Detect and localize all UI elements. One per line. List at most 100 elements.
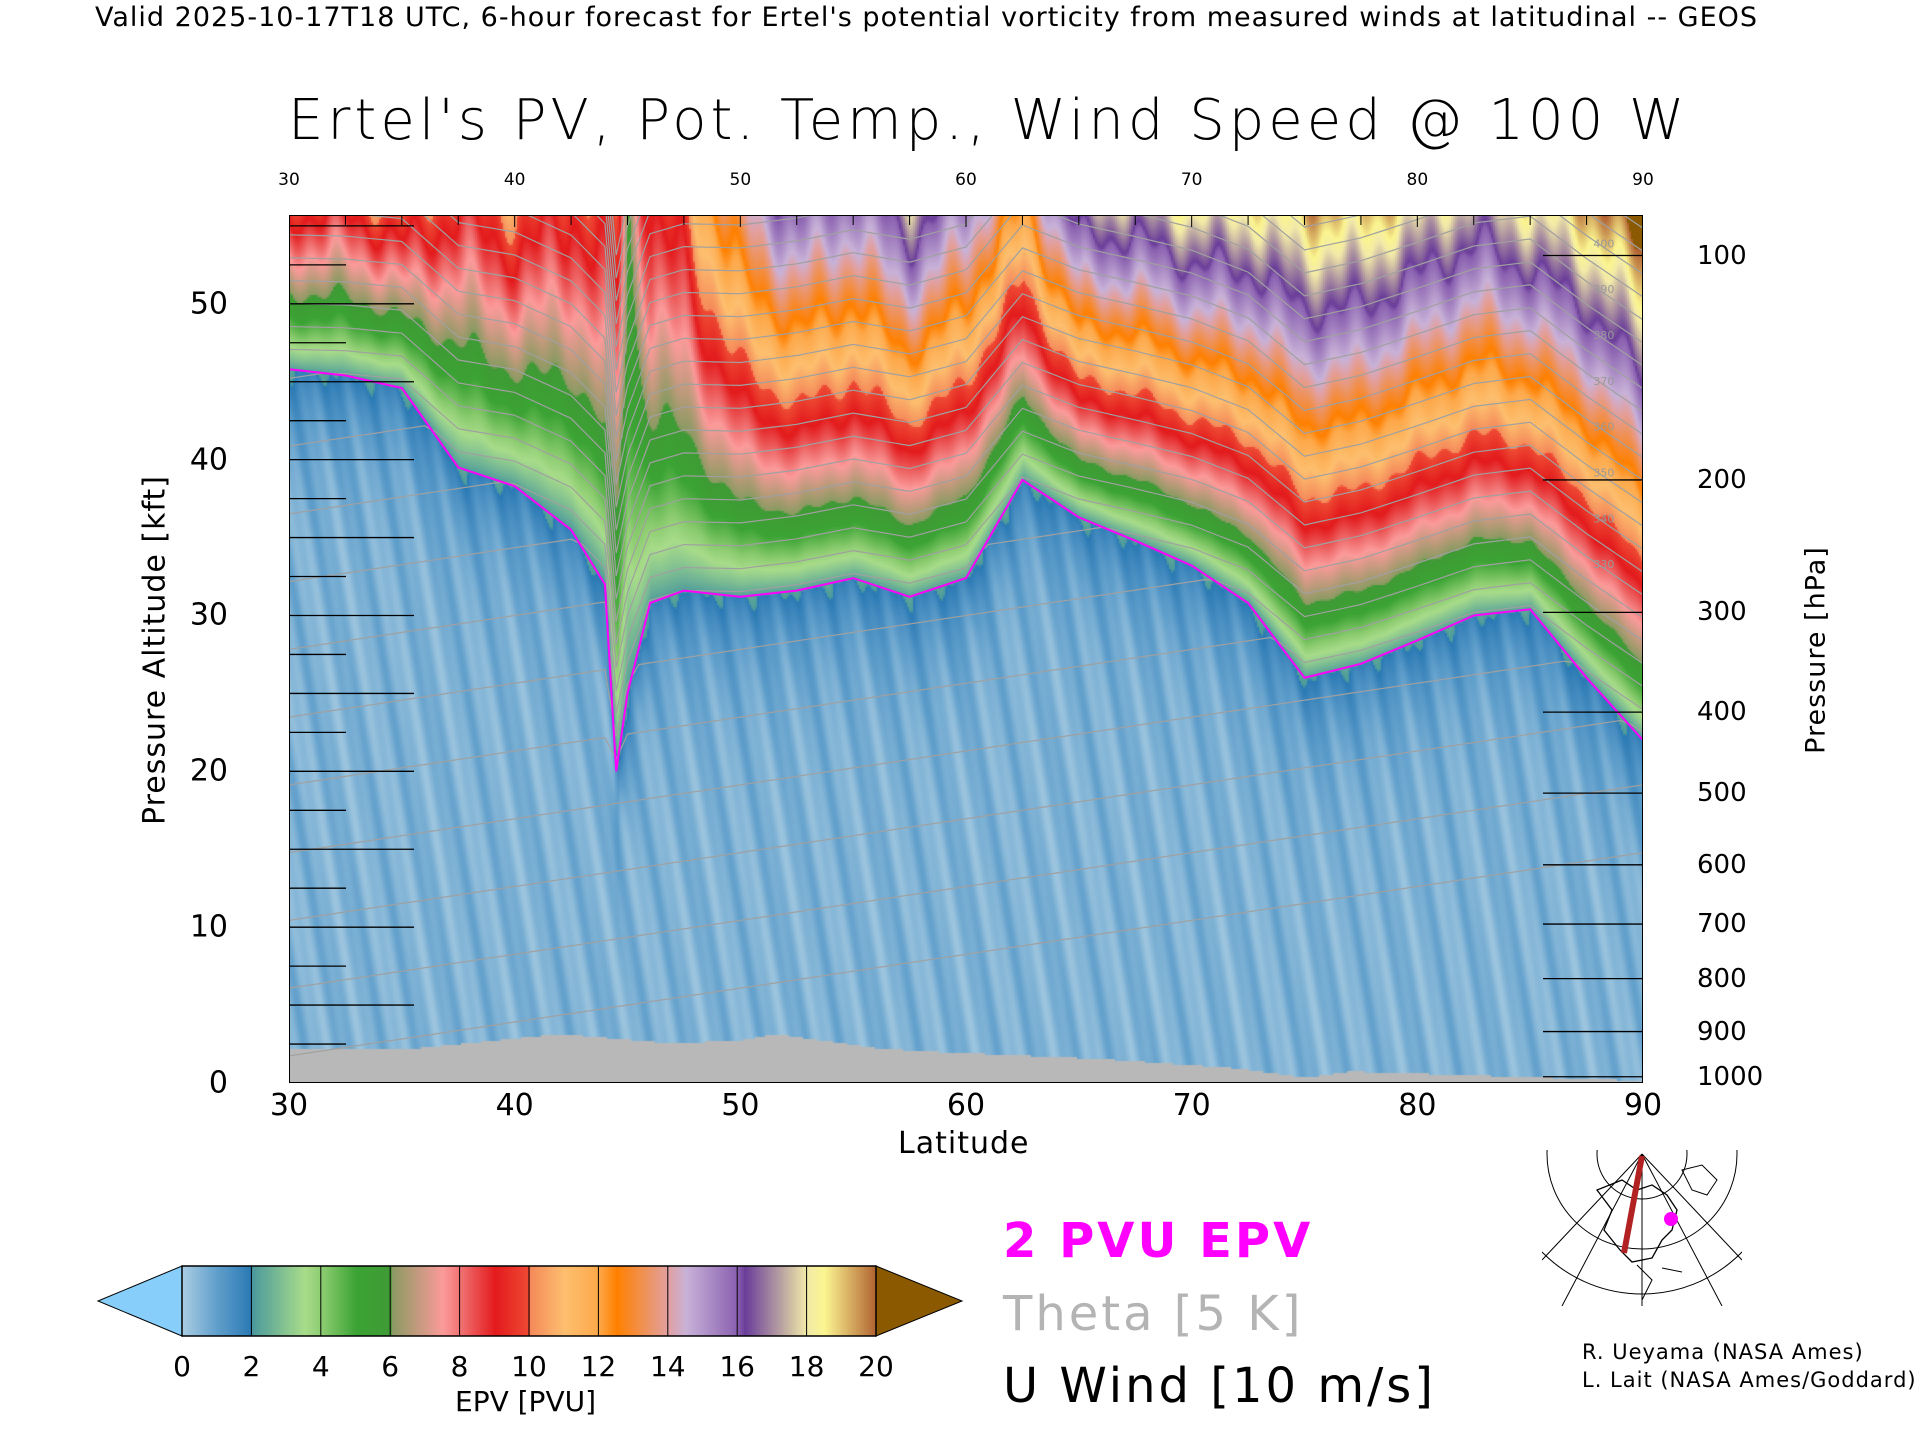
colorbar-swatch — [408, 1266, 411, 1336]
colorbar-swatch — [300, 1266, 303, 1336]
theta-contour — [289, 660, 1643, 854]
colorbar-swatch — [642, 1266, 645, 1336]
top-tick-label: 40 — [503, 170, 526, 190]
colorbar-swatch — [670, 1266, 673, 1336]
colorbar-swatch — [292, 1266, 295, 1336]
colorbar-swatch — [842, 1266, 845, 1336]
colorbar-swatch — [846, 1266, 849, 1336]
theta-contour — [289, 234, 1643, 485]
colorbar-swatch — [186, 1266, 189, 1336]
colorbar-swatch — [404, 1266, 407, 1336]
colorbar-swatch — [504, 1266, 507, 1336]
colorbar-swatch — [828, 1266, 831, 1336]
colorbar-swatch — [232, 1266, 235, 1336]
colorbar-swatch — [386, 1266, 389, 1336]
colorbar-swatch — [200, 1266, 203, 1336]
x-tick-label: 50 — [721, 1088, 760, 1123]
colorbar-swatch — [624, 1266, 627, 1336]
colorbar-swatch — [456, 1266, 459, 1336]
contour-overlay: 330 340 350 360 370 380 390 400 — [289, 215, 1643, 1083]
colorbar-swatch — [240, 1266, 243, 1336]
colorbar-swatch — [722, 1266, 725, 1336]
colorbar-swatch — [442, 1266, 445, 1336]
colorbar-swatch — [220, 1266, 223, 1336]
plot-frame — [289, 215, 1643, 1083]
legend-theta: Theta [5 K] — [1003, 1286, 1304, 1342]
colorbar-swatch — [454, 1266, 457, 1336]
colorbar-swatch — [764, 1266, 767, 1336]
colorbar-swatch — [208, 1266, 211, 1336]
colorbar-swatch — [750, 1266, 753, 1336]
colorbar-swatch — [790, 1266, 793, 1336]
colorbar-swatch — [462, 1266, 465, 1336]
colorbar-swatch — [542, 1266, 545, 1336]
theta-contour — [525, 215, 1643, 393]
y-tick-label: 50 — [189, 286, 228, 322]
colorbar-swatch — [704, 1266, 707, 1336]
colorbar-swatch — [580, 1266, 583, 1336]
colorbar-swatch — [268, 1266, 271, 1336]
colorbar — [96, 1265, 964, 1337]
colorbar-swatch — [548, 1266, 551, 1336]
colorbar-swatch — [638, 1266, 641, 1336]
colorbar-swatch — [776, 1266, 779, 1336]
colorbar-swatch — [486, 1266, 489, 1336]
colorbar-swatch — [634, 1266, 637, 1336]
colorbar-swatch — [314, 1266, 317, 1336]
colorbar-swatch — [558, 1266, 561, 1336]
colorbar-swatch — [484, 1266, 487, 1336]
colorbar-swatch — [562, 1266, 565, 1336]
y-tick-label: 20 — [189, 753, 228, 789]
theta-label: 390 — [1593, 283, 1614, 296]
colorbar-swatch — [330, 1266, 333, 1336]
colorbar-swatch — [774, 1266, 777, 1336]
colorbar-swatch — [410, 1266, 413, 1336]
theta-contour — [289, 348, 1643, 600]
legend-wind: U Wind [10 m/s] — [1003, 1358, 1437, 1414]
colorbar-swatch — [716, 1266, 719, 1336]
colorbar-swatch — [432, 1266, 435, 1336]
colorbar-swatch — [522, 1266, 525, 1336]
colorbar-swatch — [560, 1266, 563, 1336]
colorbar-swatch — [218, 1266, 221, 1336]
colorbar-swatch — [866, 1266, 869, 1336]
colorbar-swatch — [184, 1266, 187, 1336]
theta-label: 360 — [1593, 421, 1614, 434]
pressure-tick-label: 500 — [1697, 778, 1747, 809]
pressure-tick-label: 300 — [1697, 597, 1747, 628]
colorbar-swatch — [498, 1266, 501, 1336]
colorbar-swatch — [260, 1266, 263, 1336]
colorbar-swatch — [688, 1266, 691, 1336]
colorbar-swatch — [726, 1266, 729, 1336]
colorbar-swatch — [608, 1266, 611, 1336]
colorbar-swatch — [470, 1266, 473, 1336]
colorbar-swatch — [534, 1266, 537, 1336]
theta-contour — [289, 257, 1643, 508]
colorbar-swatch — [836, 1266, 839, 1336]
colorbar-swatch — [680, 1266, 683, 1336]
colorbar-swatch — [640, 1266, 643, 1336]
colorbar-swatch — [252, 1266, 255, 1336]
colorbar-swatch — [480, 1266, 483, 1336]
colorbar-swatch — [490, 1266, 493, 1336]
colorbar-swatch — [598, 1266, 601, 1336]
colorbar-swatch — [338, 1266, 341, 1336]
theta-contour — [289, 280, 1643, 531]
colorbar-swatch — [554, 1266, 557, 1336]
map-meridian — [1542, 1153, 1643, 1261]
colorbar-swatch — [426, 1266, 429, 1336]
top-tick-label: 60 — [955, 170, 977, 190]
colorbar-swatch — [556, 1266, 559, 1336]
colorbar-swatch — [318, 1266, 321, 1336]
colorbar-swatch — [224, 1266, 227, 1336]
theta-contour — [289, 476, 1643, 691]
colorbar-swatch — [586, 1266, 589, 1336]
colorbar-swatch — [262, 1266, 265, 1336]
colorbar-over-triangle — [875, 1265, 964, 1337]
top-tick-label: 80 — [1406, 170, 1429, 190]
theta-contour — [289, 453, 1643, 668]
colorbar-swatch — [784, 1266, 787, 1336]
colorbar-swatch — [230, 1266, 233, 1336]
colorbar-swatch — [236, 1266, 239, 1336]
x-axis-label: Latitude — [898, 1126, 1030, 1161]
